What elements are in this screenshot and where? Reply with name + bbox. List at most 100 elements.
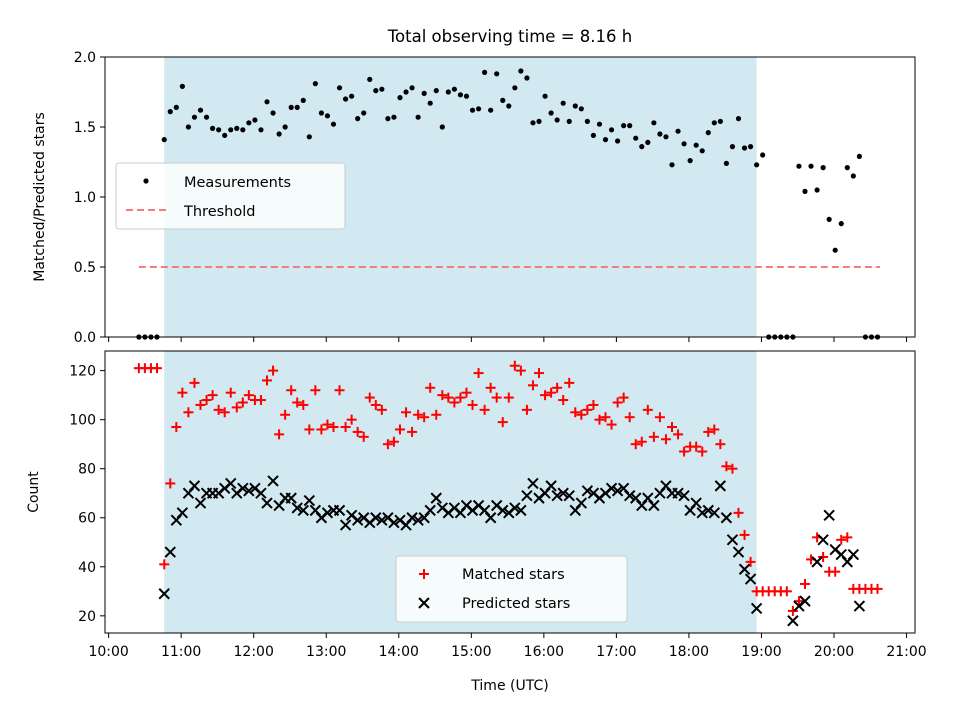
measurement-point xyxy=(475,106,482,112)
predicted-star-point xyxy=(243,485,255,497)
x-tick-label: 13:00 xyxy=(306,644,346,660)
y-tick-label: 40 xyxy=(78,560,96,576)
measurement-point xyxy=(439,124,445,130)
measurement-point xyxy=(826,216,832,222)
measurement-point xyxy=(705,130,711,136)
matched-star-point xyxy=(358,431,369,442)
legend-box xyxy=(395,555,628,623)
predicted-star-point xyxy=(575,497,588,509)
predicted-star-point xyxy=(581,485,594,497)
measurement-point xyxy=(282,124,288,130)
measurement-point xyxy=(621,123,627,129)
predicted-star-point xyxy=(672,487,684,499)
measurement-point xyxy=(796,163,802,169)
measurement-point xyxy=(838,221,844,227)
measurement-point xyxy=(367,76,373,82)
predicted-star-point xyxy=(690,497,702,509)
bottom-panel: 20 40 60 80 100 120 10:00 11:00 12:00 13:00 14:00… xyxy=(26,350,927,694)
matched-star-point xyxy=(443,392,454,403)
measurement-point xyxy=(590,132,597,138)
measurement-point xyxy=(246,120,252,126)
predicted-star-point xyxy=(339,519,352,531)
top-x-ticks xyxy=(108,337,908,342)
measurement-point xyxy=(494,71,500,77)
measurement-point xyxy=(572,103,578,109)
matched-star-point xyxy=(546,387,557,398)
matched-star-point xyxy=(673,429,684,440)
measurement-point xyxy=(693,142,699,148)
measurement-points xyxy=(136,68,881,340)
predicted-star-point xyxy=(303,494,316,507)
top-plot-frame xyxy=(104,56,916,338)
measurement-point xyxy=(330,121,337,127)
measurement-point xyxy=(349,93,355,99)
matched-star-point xyxy=(703,426,714,437)
measurement-point xyxy=(324,113,331,119)
predicted-star-point xyxy=(267,475,279,487)
matched-star-point xyxy=(818,551,829,562)
matched-star-point xyxy=(636,436,647,447)
bottom-plot-frame xyxy=(104,350,916,634)
measurement-point xyxy=(209,125,216,131)
predicted-star-point xyxy=(720,512,733,524)
predicted-star-point xyxy=(376,514,388,526)
top-y-ticks: 0.0 0.5 1.0 1.5 2.0 xyxy=(74,50,105,346)
top-legend: Measurements Threshold xyxy=(115,162,346,230)
predicted-star-point xyxy=(158,588,170,600)
measurement-point xyxy=(578,106,584,112)
measurement-point xyxy=(264,99,270,105)
measurement-point xyxy=(361,110,367,116)
predicted-star-point xyxy=(291,502,303,514)
predicted-star-point xyxy=(484,512,497,524)
matched-star-point xyxy=(352,426,363,437)
matched-star-point xyxy=(322,419,333,430)
measurement-point xyxy=(639,144,645,150)
measurement-point xyxy=(336,85,343,91)
matched-star-point xyxy=(491,392,502,403)
matched-star-point xyxy=(600,412,611,423)
matched-star-point xyxy=(552,382,563,393)
predicted-star-point xyxy=(430,492,442,504)
matched-star-point xyxy=(721,461,732,472)
measurement-point xyxy=(403,89,409,95)
measurement-point xyxy=(300,97,306,103)
matched-star-point xyxy=(715,439,726,450)
x-tick-label: 16:00 xyxy=(524,644,564,660)
matched-star-point xyxy=(419,412,430,423)
predicted-star-point xyxy=(527,477,539,490)
measurement-point xyxy=(518,68,524,74)
predicted-star-point xyxy=(194,497,207,509)
measurement-point xyxy=(548,110,554,116)
measurement-point xyxy=(488,107,494,113)
x-axis-label: Time (UTC) xyxy=(470,678,548,694)
matched-star-point xyxy=(527,380,538,391)
matched-star-point xyxy=(346,414,357,425)
measurement-point xyxy=(754,162,760,168)
predicted-star-point xyxy=(188,480,201,492)
measurement-point xyxy=(173,104,179,110)
predicted-star-point xyxy=(225,477,237,490)
measurement-point xyxy=(222,132,228,138)
measurement-point xyxy=(506,103,512,109)
matched-star-point xyxy=(781,586,792,597)
matched-star-point xyxy=(582,404,593,415)
matched-star-point xyxy=(697,446,708,457)
measurement-point xyxy=(288,104,294,110)
matched-star-point xyxy=(558,395,569,406)
measurement-point xyxy=(524,75,530,81)
measurement-point xyxy=(856,153,862,159)
measurement-point xyxy=(735,116,742,122)
x-tick-label: 11:00 xyxy=(161,644,201,660)
measurement-point xyxy=(500,97,506,103)
matched-star-point xyxy=(564,377,575,388)
predicted-star-point xyxy=(261,497,273,509)
matched-star-point xyxy=(219,407,230,418)
matched-star-point xyxy=(243,390,254,401)
predicted-star-point xyxy=(611,485,624,497)
measurement-point xyxy=(717,118,723,124)
matched-star-point xyxy=(225,387,236,398)
matched-star-point xyxy=(654,412,665,423)
measurement-point xyxy=(681,141,687,147)
matched-star-point xyxy=(364,392,375,403)
measurement-point xyxy=(820,165,826,171)
